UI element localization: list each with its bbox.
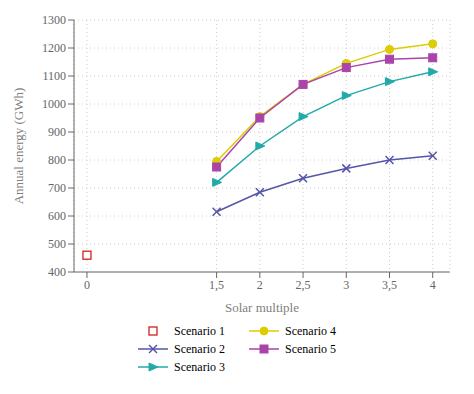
svg-text:800: 800 — [48, 153, 66, 167]
html-text:Scenario 1: Scenario 1 — [174, 323, 225, 338]
html-text:Scenario 5: Scenario 5 — [285, 341, 336, 356]
svg-text:1,5: 1,5 — [209, 278, 224, 292]
svg-text:700: 700 — [48, 181, 66, 195]
svg-text:1100: 1100 — [42, 69, 66, 83]
svg-text:4: 4 — [430, 278, 436, 292]
html-text:Scenario 4: Scenario 4 — [285, 323, 336, 338]
svg-text:0: 0 — [84, 278, 90, 292]
svg-text:Solar multiple: Solar multiple — [225, 300, 299, 315]
svg-text:400: 400 — [48, 265, 66, 279]
svg-text:1200: 1200 — [42, 41, 66, 55]
svg-text:900: 900 — [48, 125, 66, 139]
svg-text:3: 3 — [343, 278, 349, 292]
svg-text:3,5: 3,5 — [382, 278, 397, 292]
svg-text:2: 2 — [257, 278, 263, 292]
svg-text:600: 600 — [48, 209, 66, 223]
html-text:Scenario 2: Scenario 2 — [174, 341, 225, 356]
svg-text:1000: 1000 — [42, 97, 66, 111]
svg-text:2,5: 2,5 — [296, 278, 311, 292]
svg-text:Annual energy (GWh): Annual energy (GWh) — [11, 88, 26, 205]
svg-text:1300: 1300 — [42, 13, 66, 27]
html-text:Scenario 3: Scenario 3 — [174, 359, 225, 374]
svg-text:500: 500 — [48, 237, 66, 251]
